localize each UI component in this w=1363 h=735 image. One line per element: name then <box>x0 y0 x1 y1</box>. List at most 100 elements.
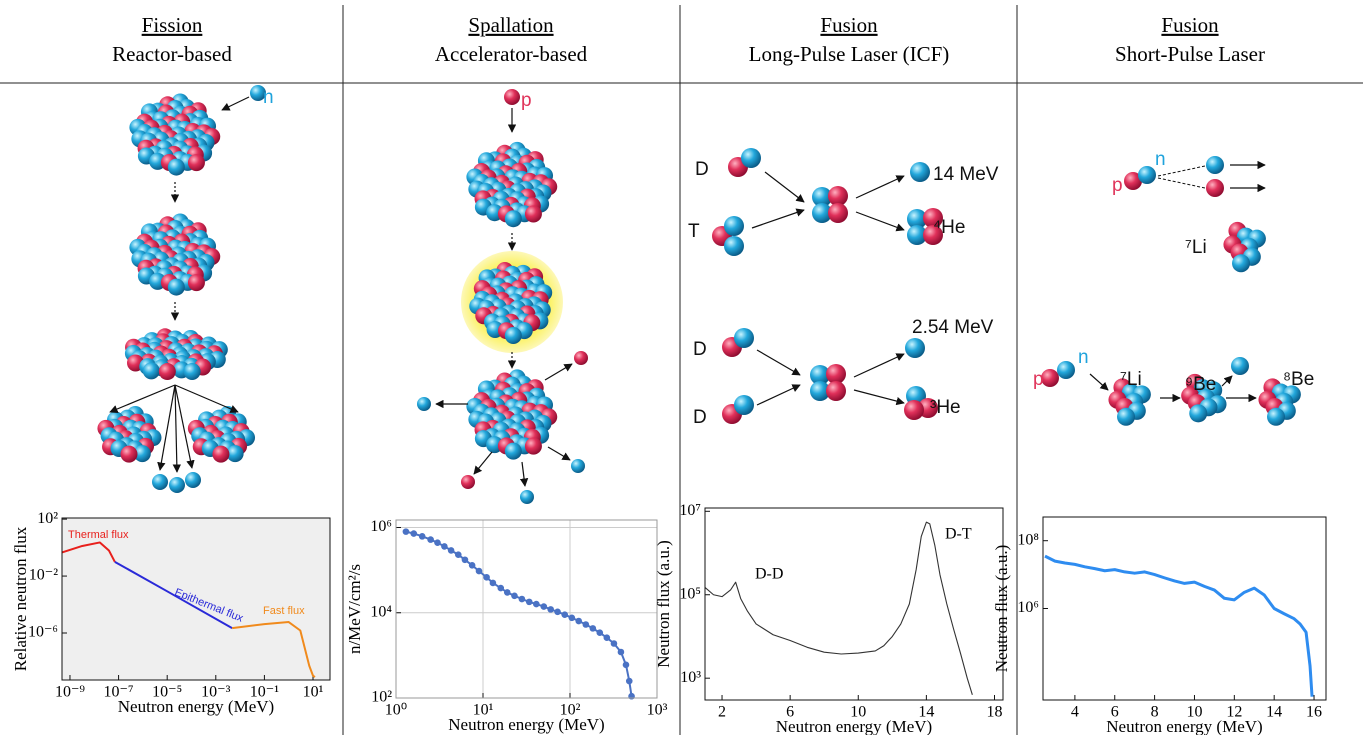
x-tick-label: 10 <box>850 704 866 721</box>
particle <box>910 162 930 182</box>
y-tick-label: 10⁷ <box>679 502 701 519</box>
data-point <box>410 530 418 537</box>
data-point <box>547 606 554 613</box>
particle <box>826 364 846 384</box>
series-label: Fast flux <box>263 605 305 617</box>
x-tick-label: 10⁰ <box>385 702 407 719</box>
particle <box>826 381 846 401</box>
particle <box>1057 361 1075 379</box>
particle <box>250 85 266 101</box>
data-point <box>468 561 476 569</box>
plot-frame <box>1042 516 1327 701</box>
particle <box>724 216 744 236</box>
diagram-label: n <box>263 87 274 108</box>
particle <box>734 328 754 348</box>
diagram-label: 2.54 MeV <box>912 317 994 338</box>
data-point <box>461 556 469 564</box>
y-tick-label: 10⁴ <box>370 603 392 620</box>
x-tick-label: 10 <box>1186 704 1202 721</box>
data-point <box>503 589 511 596</box>
series-line <box>405 530 633 697</box>
particle <box>923 208 943 228</box>
particle <box>828 186 848 206</box>
data-point <box>610 640 618 647</box>
particle <box>461 475 475 489</box>
particle <box>158 363 176 381</box>
y-tick-label: 10⁻² <box>29 567 58 584</box>
arrow <box>1089 373 1109 391</box>
data-point <box>622 661 630 669</box>
x-tick-label: 6 <box>786 704 794 721</box>
x-tick-label: 10¹ <box>473 702 494 719</box>
arrow <box>855 211 905 232</box>
column-title: Fusion <box>820 13 878 37</box>
particle <box>907 209 927 229</box>
arrow <box>764 171 805 203</box>
particle <box>724 236 744 256</box>
annotation: D-D <box>755 566 783 583</box>
x-tick-label: 10⁻⁹ <box>55 684 85 701</box>
particle <box>524 437 542 455</box>
x-tick-label: 4 <box>1071 704 1079 721</box>
x-tick-label: 8 <box>1151 704 1159 721</box>
data-point <box>554 608 561 616</box>
y-tick-label: 10⁶ <box>370 518 392 535</box>
data-point <box>483 573 490 581</box>
particle <box>183 363 201 381</box>
arrow <box>174 384 195 469</box>
particle <box>1232 254 1251 273</box>
particle <box>1206 179 1224 197</box>
data-point <box>561 611 569 619</box>
column-subtitle: Short-Pulse Laser <box>1115 42 1265 66</box>
x-tick-label: 6 <box>1111 704 1119 721</box>
arrow <box>109 384 176 413</box>
diagram-label: p <box>1112 175 1123 196</box>
diagram-label: ⁷Li <box>1185 237 1207 258</box>
particle <box>187 154 205 172</box>
dashed-line <box>1157 177 1206 189</box>
x-tick-label: 10⁻⁷ <box>104 684 134 701</box>
arrow <box>174 384 239 413</box>
particle <box>905 338 925 358</box>
particle <box>1138 166 1156 184</box>
plot-background <box>62 518 330 680</box>
diagram-label: ⁸Be <box>1283 369 1314 390</box>
series-line <box>1044 554 1314 697</box>
diagram-label: ⁹Be <box>1185 374 1216 395</box>
data-point <box>454 551 462 559</box>
particle <box>226 445 244 463</box>
particle <box>417 397 431 411</box>
column-subtitle: Long-Pulse Laser (ICF) <box>749 42 950 66</box>
particle <box>1267 407 1286 426</box>
data-point <box>603 634 611 641</box>
x-axis-label: Neutron energy (MeV) <box>448 715 604 734</box>
particle <box>810 365 830 385</box>
arrow <box>172 384 182 473</box>
arrow <box>751 208 805 229</box>
column-subtitle: Accelerator-based <box>435 42 588 66</box>
data-point <box>427 536 434 543</box>
x-tick-label: 10¹ <box>303 684 324 701</box>
particle <box>185 472 201 488</box>
particle <box>828 203 848 223</box>
particle <box>133 445 151 463</box>
series-line <box>114 560 233 629</box>
y-tick-label: 10⁸ <box>1017 531 1039 548</box>
diagram-label: p <box>521 90 532 111</box>
series-label: Thermal flux <box>68 529 129 541</box>
particle <box>574 351 588 365</box>
particle <box>504 210 522 228</box>
diagram-label: ³He <box>930 397 961 418</box>
particle <box>142 362 160 380</box>
x-tick-label: 18 <box>986 704 1002 721</box>
particle <box>923 225 943 245</box>
arrow <box>519 461 529 487</box>
arrow <box>473 451 493 475</box>
dashed-line <box>1157 165 1206 177</box>
particle <box>187 274 205 292</box>
particle <box>169 477 185 493</box>
y-tick-label: 10² <box>37 510 58 527</box>
data-point <box>582 621 590 628</box>
particle <box>212 445 230 463</box>
